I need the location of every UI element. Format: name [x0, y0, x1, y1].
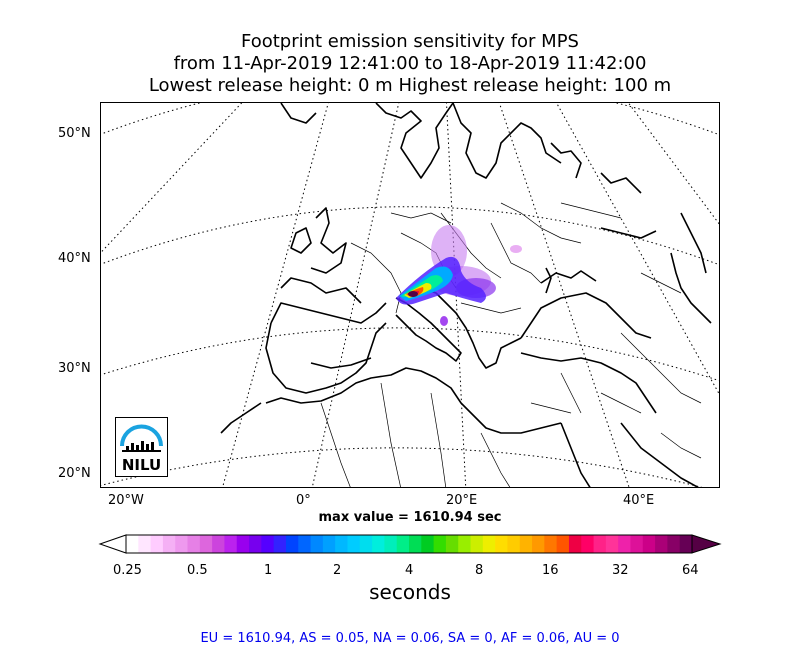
lat-label-40n: 40°N — [58, 251, 91, 266]
colorbar-swatch — [421, 535, 435, 553]
nilu-logo: NILU — [115, 417, 168, 477]
colorbar-swatch — [150, 535, 164, 553]
colorbar-swatch — [667, 535, 681, 553]
colorbar-swatch — [679, 535, 693, 553]
colorbar-swatch — [495, 535, 508, 553]
colorbar-swatch — [630, 535, 644, 553]
footprint-plume — [396, 225, 522, 326]
colorbar-swatch — [482, 535, 496, 553]
colorbar-swatch — [212, 535, 225, 553]
colorbar-swatch — [298, 535, 312, 553]
colorbar-swatch — [544, 535, 558, 553]
colorbar-swatch — [642, 535, 656, 553]
colorbar-swatch — [655, 535, 668, 553]
max-value-label: max value = 1610.94 sec — [318, 510, 502, 525]
colorbar-swatch — [249, 535, 262, 553]
colorbar-swatch — [187, 535, 201, 553]
colorbar-swatch — [359, 535, 373, 553]
lon-label-0: 0° — [296, 493, 311, 508]
nilu-logo-icon — [120, 424, 163, 452]
colorbar-swatch — [507, 535, 521, 553]
colorbar — [98, 534, 722, 554]
colorbar-swatch — [409, 535, 422, 553]
colorbar-tick-8: 64 — [682, 563, 699, 578]
colorbar-swatch — [372, 535, 385, 553]
colorbar-tick-6: 16 — [542, 563, 559, 578]
map-panel[interactable] — [100, 102, 720, 488]
colorbar-swatch — [347, 535, 361, 553]
nilu-logo-text: NILU — [121, 456, 162, 474]
colorbar-swatch — [519, 535, 533, 553]
region-totals: EU = 1610.94, AS = 0.05, NA = 0.06, SA =… — [200, 631, 620, 646]
colorbar-tick-3: 2 — [333, 563, 342, 578]
title-line-2: from 11-Apr-2019 12:41:00 to 18-Apr-2019… — [173, 53, 647, 74]
colorbar-units: seconds — [369, 580, 451, 604]
colorbar-swatch — [470, 535, 484, 553]
title-line-3: Lowest release height: 0 m Highest relea… — [148, 75, 672, 96]
colorbar-swatch — [138, 535, 152, 553]
colorbar-swatch — [458, 535, 472, 553]
colorbar-tick-4: 4 — [405, 563, 414, 578]
colorbar-swatch — [384, 535, 398, 553]
colorbar-outline — [125, 534, 693, 554]
lon-label-20e: 20°E — [446, 493, 478, 508]
colorbar-swatch — [224, 535, 238, 553]
lat-label-50n: 50°N — [58, 126, 91, 141]
lat-label-20n: 20°N — [58, 466, 91, 481]
colorbar-swatch — [322, 535, 336, 553]
lon-label-40e: 40°E — [623, 493, 655, 508]
lat-label-30n: 30°N — [58, 361, 91, 376]
colorbar-swatch — [273, 535, 287, 553]
colorbar-swatch — [618, 535, 631, 553]
colorbar-swatch — [175, 535, 189, 553]
colorbar-tick-5: 8 — [475, 563, 484, 578]
graticule — [101, 103, 719, 487]
colorbar-tick-7: 32 — [612, 563, 629, 578]
colorbar-swatch — [433, 535, 447, 553]
colorbar-swatch — [261, 535, 275, 553]
colorbar-swatch — [236, 535, 250, 553]
colorbar-tick-0: 0.25 — [113, 563, 142, 578]
colorbar-extend-right — [691, 534, 722, 554]
colorbar-swatch — [126, 535, 139, 553]
colorbar-swatch — [532, 535, 545, 553]
colorbar-swatch — [445, 535, 459, 553]
colorbar-extend-left — [98, 534, 127, 554]
colorbar-swatch — [396, 535, 410, 553]
colorbar-swatch — [335, 535, 348, 553]
colorbar-swatch — [310, 535, 324, 553]
colorbar-swatch — [556, 535, 570, 553]
colorbar-swatch — [285, 535, 299, 553]
map-canvas — [101, 103, 719, 487]
colorbar-swatch — [199, 535, 213, 553]
colorbar-swatch — [568, 535, 582, 553]
borders — [320, 202, 702, 487]
coastlines — [220, 103, 712, 487]
lon-label-20w: 20°W — [108, 493, 144, 508]
colorbar-swatch — [593, 535, 607, 553]
title-line-1: Footprint emission sensitivity for MPS — [241, 31, 579, 52]
colorbar-tick-1: 0.5 — [187, 563, 208, 578]
colorbar-tick-2: 1 — [264, 563, 273, 578]
colorbar-swatch — [605, 535, 619, 553]
colorbar-swatch — [162, 535, 176, 553]
colorbar-swatch — [581, 535, 595, 553]
